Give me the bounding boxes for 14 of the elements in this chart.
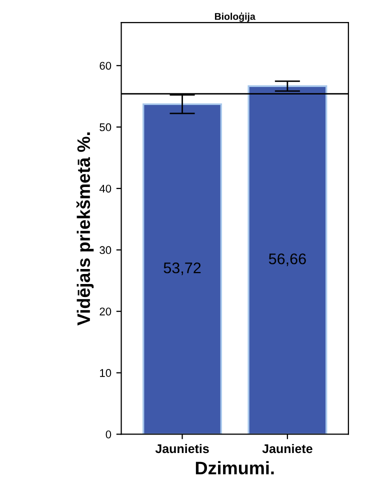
y-tick-label: 0 [106, 430, 112, 438]
y-tick-label: 20 [100, 308, 112, 316]
data-label: 53,72 [164, 262, 201, 276]
data-label: 56,66 [268, 253, 306, 266]
y-tick-label: 40 [99, 184, 112, 193]
chart-title: Bioloģija [214, 12, 256, 22]
y-tick-label: 30 [100, 246, 112, 254]
y-tick-label: 10 [100, 369, 112, 377]
y-tick-label: 50 [100, 123, 112, 132]
x-tick-label: Jaunietis [155, 444, 209, 454]
x-tick-label: Jauniete [262, 444, 312, 454]
y-axis-title: Vidējais priekšmetā %. [76, 132, 94, 326]
y-tick-label: 60 [100, 62, 112, 70]
x-axis-title: Dzimumi. [196, 461, 274, 474]
